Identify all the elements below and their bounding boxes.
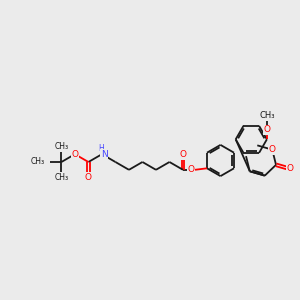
Text: CH₃: CH₃ (54, 173, 68, 182)
Text: CH₃: CH₃ (259, 111, 274, 120)
Text: CH₃: CH₃ (54, 142, 68, 151)
Text: O: O (85, 172, 92, 182)
Text: O: O (263, 125, 270, 134)
Text: O: O (188, 165, 195, 174)
Text: CH₃: CH₃ (31, 158, 45, 166)
Text: O: O (179, 150, 187, 159)
Text: O: O (286, 164, 294, 173)
Text: O: O (71, 150, 78, 159)
Text: N: N (101, 150, 107, 159)
Text: H: H (98, 144, 104, 153)
Text: O: O (269, 145, 276, 154)
